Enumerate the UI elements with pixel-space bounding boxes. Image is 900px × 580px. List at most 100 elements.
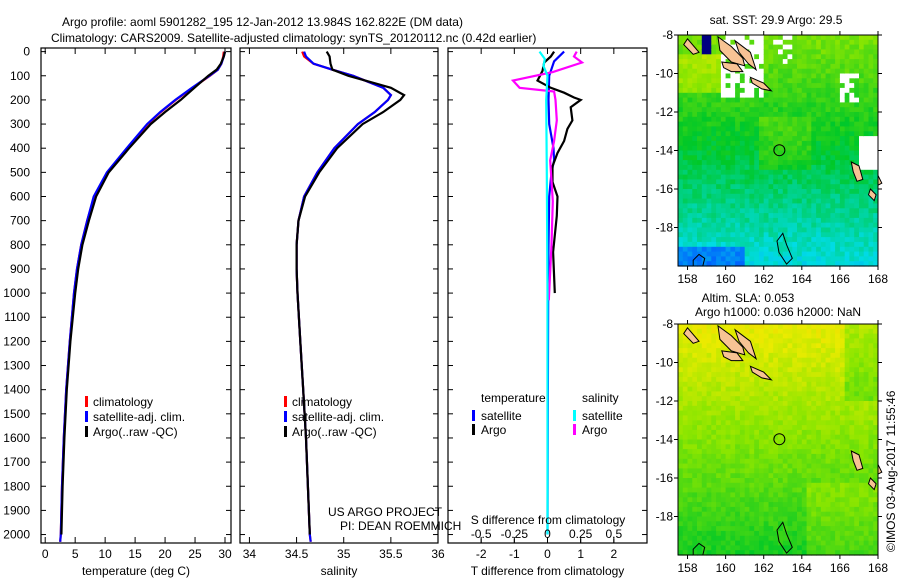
map-cell <box>825 372 831 378</box>
map-cell <box>749 203 755 209</box>
map-cell <box>806 386 812 392</box>
map-cell <box>773 227 779 233</box>
map-cell <box>759 511 765 518</box>
legend-label: Argo(..raw -QC) <box>93 425 178 439</box>
map-cell <box>868 429 874 436</box>
map-cell <box>816 497 822 503</box>
map-cell <box>701 87 708 94</box>
map-cell <box>720 68 727 75</box>
map-cell <box>768 540 774 546</box>
map-cell <box>787 482 793 489</box>
map-cell <box>749 511 755 518</box>
map-cell <box>830 458 836 465</box>
map-cell <box>854 213 860 219</box>
map-cell <box>806 174 812 180</box>
map-cell <box>768 357 774 364</box>
lon-tick-label: 160 <box>716 561 736 575</box>
map-cell <box>725 482 731 489</box>
map-cell <box>873 92 879 99</box>
map-cell <box>687 208 693 214</box>
map-cell <box>816 324 822 330</box>
map-cell <box>678 391 684 397</box>
map-cell <box>873 83 879 89</box>
lat-tick-label: -18 <box>656 221 674 235</box>
map-cell <box>706 545 712 551</box>
map-cell <box>782 449 789 455</box>
map-cell <box>859 405 865 412</box>
map-cell <box>811 530 817 537</box>
map-cell <box>720 492 727 498</box>
map-cell <box>801 208 808 214</box>
map-cell <box>678 410 684 416</box>
map-cell <box>825 179 831 185</box>
map-cell <box>744 193 750 200</box>
map-cell <box>678 497 684 503</box>
map-cell <box>849 506 855 513</box>
map-cell <box>863 545 869 551</box>
map-cell <box>725 126 731 132</box>
map-cell <box>844 112 850 118</box>
map-cell <box>782 68 789 75</box>
map-cell <box>787 348 793 354</box>
map-cell <box>835 246 841 253</box>
map-cell <box>849 439 855 445</box>
map-cell <box>792 333 798 339</box>
map-cell <box>873 550 879 556</box>
map-cell <box>797 87 803 94</box>
map-cell <box>854 78 860 84</box>
map-cell <box>706 136 712 142</box>
map-cell <box>792 261 798 267</box>
map-cell <box>701 521 708 527</box>
map-cell <box>839 83 846 89</box>
map-cell <box>854 324 860 330</box>
map-cell <box>768 453 774 460</box>
map-cell <box>739 189 746 195</box>
map-cell <box>778 35 784 41</box>
map-cell <box>739 405 746 412</box>
map-cell <box>735 405 741 412</box>
map-cell <box>754 126 760 132</box>
map-cell <box>806 372 812 378</box>
map-cell <box>768 193 774 200</box>
map-cell <box>820 333 827 339</box>
map-cell <box>706 343 712 349</box>
map-cell <box>787 78 793 84</box>
map-cell <box>759 425 765 431</box>
map-cell <box>754 145 760 152</box>
map-cell <box>735 251 741 257</box>
map-cell <box>859 261 865 267</box>
map-cell <box>739 83 746 89</box>
map-cell <box>830 521 836 527</box>
map-cell <box>863 420 869 426</box>
map-cell <box>763 453 769 460</box>
map-cell <box>749 478 755 484</box>
map-cell <box>811 362 817 368</box>
map-cell <box>816 208 822 214</box>
map-cell <box>854 367 860 373</box>
map-cell <box>716 193 722 200</box>
map-cell <box>687 179 693 185</box>
map-cell <box>711 87 717 94</box>
map-cell <box>730 372 736 378</box>
map-cell <box>725 136 731 142</box>
map-cell <box>735 391 741 397</box>
map-cell <box>720 540 727 546</box>
map-cell <box>735 415 741 421</box>
map-cell <box>863 502 869 508</box>
map-cell <box>778 396 784 402</box>
map-cell <box>763 458 769 465</box>
map-cell <box>687 458 693 465</box>
map-cell <box>868 338 874 344</box>
map-cell <box>773 362 779 368</box>
map-cell <box>816 439 822 445</box>
map-cell <box>754 526 760 532</box>
map-cell <box>801 63 808 70</box>
map-cell <box>735 487 741 493</box>
map-cell <box>806 246 812 253</box>
map-cell <box>730 367 736 373</box>
map-cell <box>782 482 789 489</box>
map-cell <box>806 87 812 94</box>
map-cell <box>873 241 879 248</box>
map-cell <box>873 473 879 479</box>
map-cell <box>744 237 750 243</box>
